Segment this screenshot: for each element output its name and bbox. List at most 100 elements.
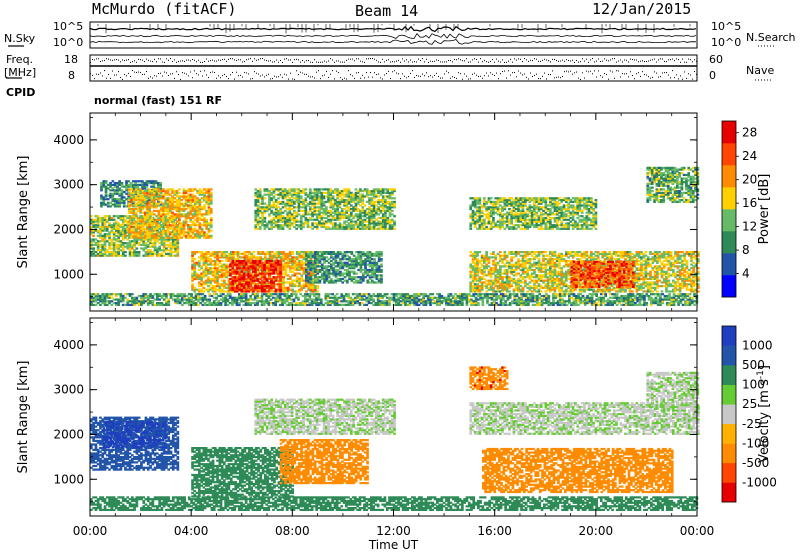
nave-dot [124,74,125,75]
echo-cell [296,276,299,278]
echo-cell [128,203,131,205]
echo-cell [167,244,170,246]
echo-cell [259,290,262,292]
echo-cell [171,237,174,239]
nave-dot [188,75,189,76]
nave-dot [448,60,449,61]
nave-dot [174,78,175,79]
echo-cell [231,260,234,262]
echo-cell [291,289,294,291]
nave-dot [348,59,349,60]
echo-cell [350,192,353,194]
echo-cell [194,222,197,224]
nave-dot [474,58,475,59]
nave-dot [248,59,249,60]
echo-cell [130,182,133,184]
nave-dot [634,78,635,79]
nave-dot [306,74,307,75]
echo-cell [97,240,100,242]
echo-cell [219,265,222,267]
echo-cell [107,198,110,200]
echo-cell [275,289,278,291]
echo-cell [128,221,131,223]
echo-cell [298,213,301,215]
nave-dot [540,78,541,79]
echo-cell [102,196,105,198]
nave-dot [346,78,347,79]
echo-cell [201,219,204,221]
nave-dot [226,76,227,77]
echo-cell [146,221,149,223]
echo-cell [323,217,326,219]
nave-dot [572,74,573,75]
nave-dot [486,73,487,74]
nave-dot [400,62,401,63]
echo-cell [298,188,301,190]
echo-cell [285,253,288,255]
nave-dot [388,59,389,60]
echo-cell [185,195,188,197]
nave-dot [504,71,505,72]
nave-dot [676,74,677,75]
nave-dot [470,61,471,62]
echo-cell [216,264,219,266]
nave-dot [612,58,613,59]
echo-cell [133,249,136,251]
nave-dot [352,75,353,76]
echo-cell [216,289,219,291]
echo-cell [307,219,310,221]
echo-cell [193,287,196,289]
nave-dot [492,74,493,75]
echo-cell [219,260,222,262]
echo-cell [210,208,213,210]
nave-dot [564,61,565,62]
echo-cell [245,289,248,291]
echo-cell [124,251,127,253]
echo-cell [178,192,181,194]
nave-dot [546,59,547,60]
nave-dot [416,61,417,62]
echo-cell [259,278,262,280]
nave-dot [162,75,163,76]
echo-cell [352,206,355,208]
echo-cell [196,206,199,208]
echo-cell [371,190,374,192]
nave-dot [328,77,329,78]
nave-dot [270,60,271,61]
echo-cell [300,206,303,208]
nave-dot [382,59,383,60]
nave-dot [684,62,685,63]
echo-cell [345,224,348,226]
nave-dot [392,71,393,72]
nave-dot [478,62,479,63]
nave-dot [92,59,93,60]
echo-cell [284,203,287,205]
nave-dot [688,59,689,60]
echo-cell [169,215,172,217]
nave-dot [444,73,445,74]
nave-dot [262,74,263,75]
nave-dot [188,60,189,61]
echo-cell [316,285,319,287]
echo-cell [123,200,126,202]
echo-cell [291,274,294,276]
echo-cell [262,258,265,260]
nave-dot [126,75,127,76]
echo-cell [180,213,183,215]
echo-cell [117,222,120,224]
echo-cell [185,235,188,237]
echo-cell [273,212,276,214]
echo-cell [209,278,212,280]
nave-dot [302,60,303,61]
echo-cell [298,221,301,223]
echo-cell [153,192,156,194]
nave-dot [482,61,483,62]
echo-cell [208,235,211,237]
radar-summary-plot: McMurdo (fitACF) Beam 14 12/Jan/2015 N.S… [0,0,800,554]
nave-dot [400,78,401,79]
echo-cell [130,235,133,237]
nave-dot [592,58,593,59]
nave-dot [506,78,507,79]
echo-cell [264,197,267,199]
echo-cell [169,188,172,190]
